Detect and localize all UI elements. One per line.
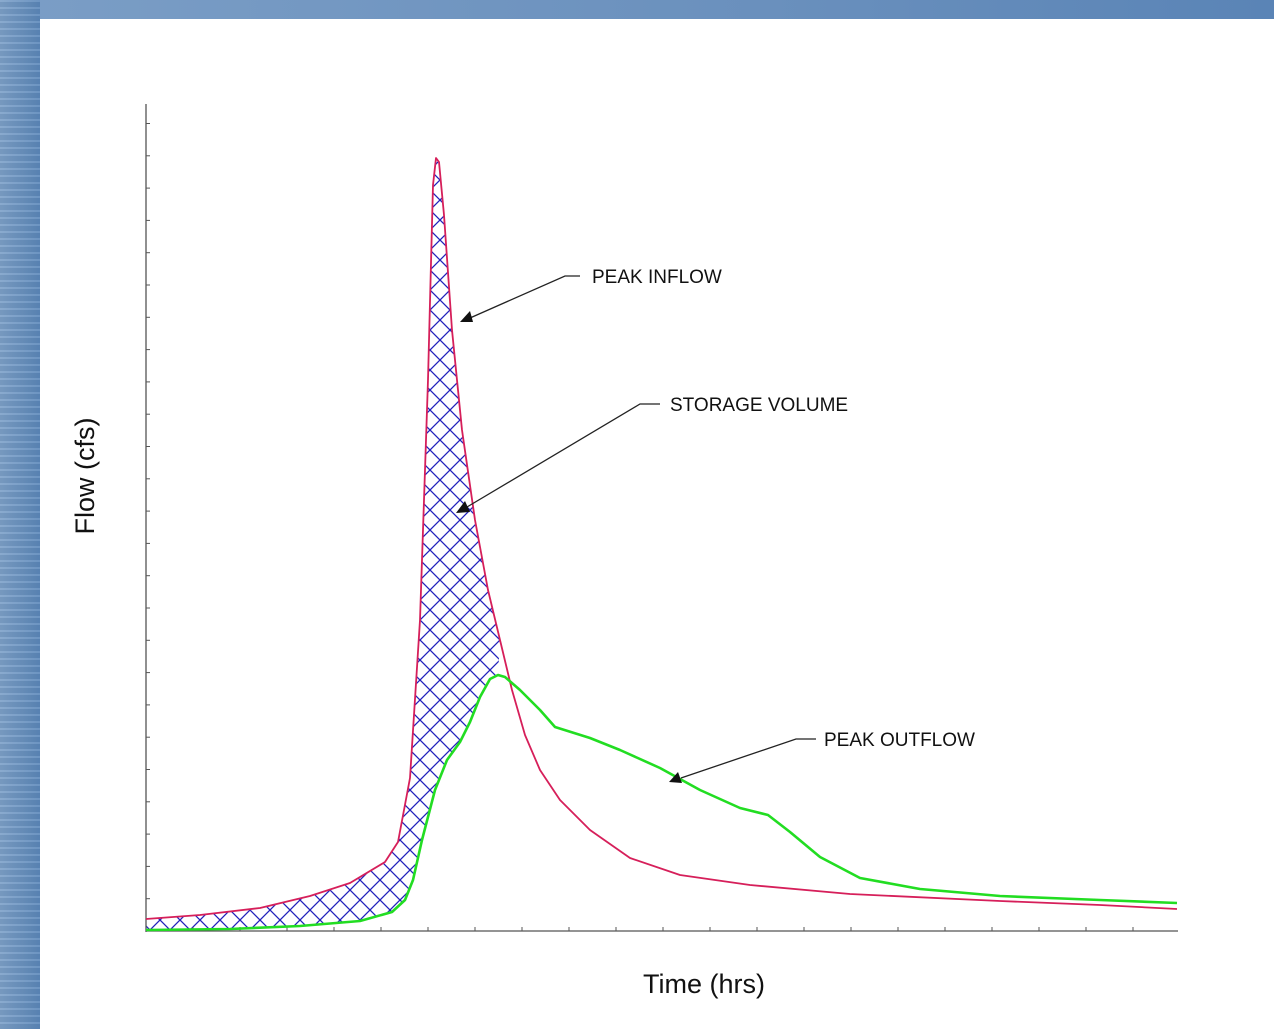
annotation-peak-outflow: PEAK OUTFLOW bbox=[824, 730, 975, 751]
y-axis-title: Flow (cfs) bbox=[70, 418, 100, 535]
diagram-panel bbox=[40, 19, 1274, 1029]
outflow-hydrograph-line bbox=[145, 673, 1178, 932]
axes bbox=[145, 104, 1178, 932]
y-axis-ticks bbox=[146, 123, 150, 932]
annotation-leaders bbox=[456, 275, 816, 783]
peak-outflow-leader bbox=[669, 738, 816, 783]
storage-volume-area bbox=[146, 158, 500, 930]
annotation-peak-inflow: PEAK INFLOW bbox=[592, 267, 722, 288]
annotation-storage-volume: STORAGE VOLUME bbox=[670, 395, 848, 416]
x-axis-title: Time (hrs) bbox=[643, 969, 765, 999]
peak-inflow-leader bbox=[460, 275, 580, 322]
storage-volume-leader bbox=[456, 403, 660, 513]
slide-top-band bbox=[0, 0, 1274, 19]
water-image-strip bbox=[0, 0, 40, 1029]
inflow-hydrograph-line bbox=[145, 157, 1178, 920]
